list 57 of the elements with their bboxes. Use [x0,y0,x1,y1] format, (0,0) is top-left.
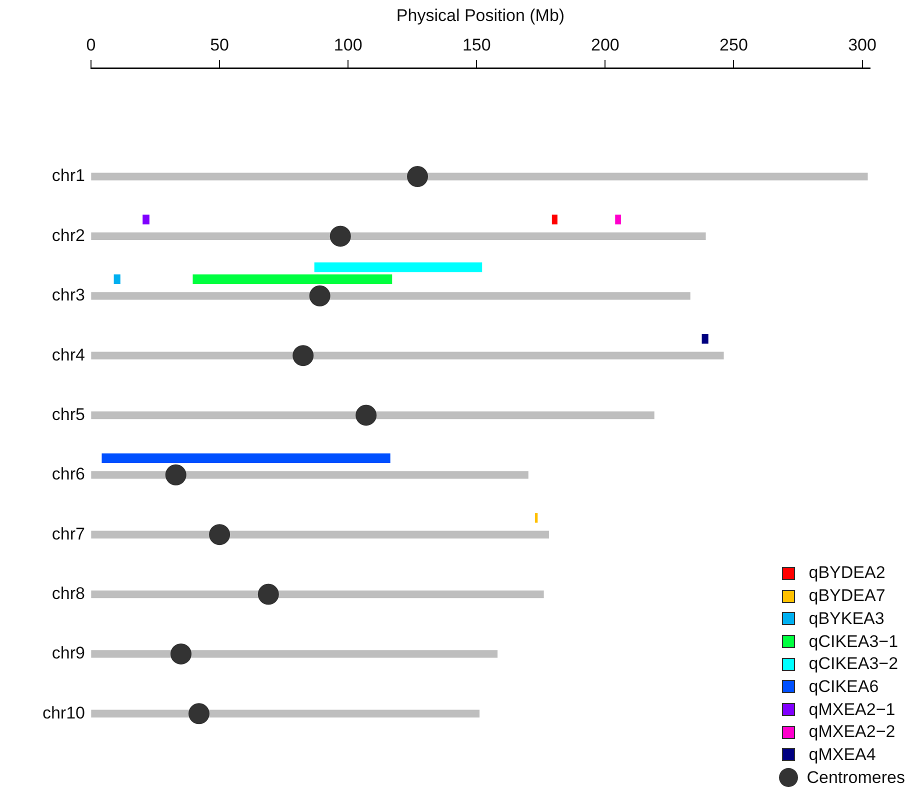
bar [91,352,724,360]
legend-label: qMXEA2−2 [808,722,896,742]
bar [91,650,498,658]
x-tick-label: 250 [720,35,748,54]
y-tick-label: chr2 [52,226,85,245]
y-tick-label: chr3 [52,286,85,305]
legend-label: qCIKEA6 [808,676,879,697]
bar [91,471,528,479]
x-tick-label: 150 [462,35,491,54]
y-tick-label: chr1 [52,166,85,186]
legend-label: qBYDEA2 [808,563,886,584]
bar [102,453,390,464]
point [309,285,330,306]
y-tick-label: chr6 [52,464,85,484]
bar [91,590,544,598]
point [258,584,279,605]
y-tick-label: chr7 [52,524,85,544]
bar [702,334,708,344]
bar [615,214,621,224]
x-tick-label: 100 [334,35,362,54]
bar [192,274,392,284]
y-tick-label: chr5 [52,404,85,424]
bar [552,214,558,224]
y-tick-label: chr9 [52,644,85,663]
point [407,166,428,188]
x-tick-label: 200 [591,35,620,54]
point [356,404,377,426]
bar [534,513,538,523]
legend-label: qBYKEA3 [808,608,884,629]
y-tick-label: chr10 [42,703,85,722]
bar [114,274,120,284]
legend-label: qMXEA2−1 [808,700,896,720]
y-tick-label: chr4 [52,345,85,364]
bar [91,292,690,300]
x-tick-label: 300 [848,35,876,54]
bar [91,530,549,538]
point [165,464,186,486]
point [170,643,192,664]
legend-label: qCIKEA3−2 [808,654,898,674]
legend-label: qMXEA4 [808,744,876,765]
point [292,345,314,366]
bar [91,710,480,718]
x-axis-title: Physical Position (Mb) [396,6,565,25]
x-tick-label: 0 [86,35,96,54]
bar [91,411,654,420]
bar [91,172,868,180]
bar [91,232,706,240]
legend-label: Centromeres [806,768,905,788]
point [209,524,230,546]
bar [314,262,482,272]
legend-label: qBYDEA7 [808,586,886,606]
point [188,703,210,724]
legend-label: qCIKEA3−1 [808,632,898,652]
bar [142,214,150,224]
y-tick-label: chr8 [52,584,85,603]
point [330,226,351,247]
x-tick-label: 50 [210,35,230,54]
